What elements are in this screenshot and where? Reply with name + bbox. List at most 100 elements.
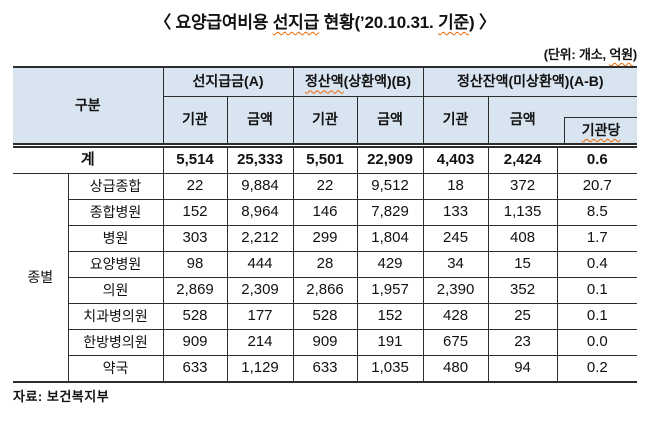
table-cell: 1.7 (556, 225, 638, 252)
title-spellcheck-word-1: 선지급 (272, 13, 320, 32)
table-cell: 2,212 (226, 225, 294, 252)
header-per-institution-cell: 기관당 (557, 96, 638, 148)
title-text-end: ) 〉 (468, 13, 496, 32)
table-cell: 1,135 (487, 199, 558, 226)
table-cell: 0.1 (556, 303, 638, 330)
table-cell: 0.0 (556, 329, 638, 356)
table-cell: 528 (292, 303, 358, 330)
table-cell: 28 (292, 251, 358, 278)
header-group-prepayment: 선지급금(A) (162, 66, 294, 97)
header-amount-c: 금액 (487, 96, 558, 148)
row-label: 병원 (67, 225, 164, 252)
source-note: 자료: 보건복지부 (13, 389, 110, 404)
table-cell: 429 (356, 251, 424, 278)
table-cell: 428 (422, 303, 489, 330)
table-cell: 675 (422, 329, 489, 356)
title-spellcheck-word-2: 기준 (438, 13, 469, 32)
table-cell: 1,035 (356, 355, 424, 383)
table-cell: 299 (292, 225, 358, 252)
table-row: 한방병의원 909 214 909 191 675 23 0.0 (13, 329, 638, 356)
table-row: 의원 2,869 2,309 2,866 1,957 2,390 352 0.1 (13, 277, 638, 304)
header-inst-a: 기관 (162, 96, 228, 148)
total-row: 계 5,514 25,333 5,501 22,909 4,403 2,424 … (13, 145, 638, 174)
row-label: 요양병원 (67, 251, 164, 278)
table-cell: 8,964 (226, 199, 294, 226)
table-row: 요양병원 98 444 28 429 34 15 0.4 (13, 251, 638, 278)
table-cell: 480 (422, 355, 489, 383)
header-inst-c: 기관 (422, 96, 489, 148)
row-label: 종합병원 (67, 199, 164, 226)
table-cell: 303 (162, 225, 228, 252)
table-cell: 152 (356, 303, 424, 330)
table-cell: 20.7 (556, 173, 638, 200)
total-cell: 2,424 (487, 145, 558, 174)
table-cell: 98 (162, 251, 228, 278)
total-cell: 5,514 (162, 145, 228, 174)
unit-note-text-end: ) (632, 47, 637, 62)
table-cell: 1,129 (226, 355, 294, 383)
header-group-settlement-spellcheck: 정산액 (305, 73, 344, 90)
unit-note-spellcheck-word: 억원 (609, 47, 633, 62)
header-gubun: 구분 (13, 66, 164, 148)
table-cell: 7,829 (356, 199, 424, 226)
table-cell: 2,390 (422, 277, 489, 304)
table-cell: 2,866 (292, 277, 358, 304)
total-cell: 25,333 (226, 145, 294, 174)
row-label: 약국 (67, 355, 164, 383)
header-group-settlement: 정산액(상환액)(B) (292, 66, 424, 97)
table-cell: 94 (487, 355, 558, 383)
header-per-institution-label: 기관당 (581, 121, 621, 138)
table-cell: 22 (162, 173, 228, 200)
row-label: 상급종합 (67, 173, 164, 200)
header-group-balance: 정산잔액(미상환액)(A-B) (422, 66, 638, 97)
unit-note-text: (단위: 개소, (543, 47, 610, 62)
table-row: 치과병의원 528 177 528 152 428 25 0.1 (13, 303, 638, 330)
header-inst-b: 기관 (292, 96, 358, 148)
table-cell: 133 (422, 199, 489, 226)
total-cell: 4,403 (422, 145, 489, 174)
table-cell: 152 (162, 199, 228, 226)
table-cell: 214 (226, 329, 294, 356)
table-row: 종별 상급종합 22 9,884 22 9,512 18 372 20.7 (13, 173, 638, 383)
table-cell: 0.2 (556, 355, 638, 383)
table-cell: 2,309 (226, 277, 294, 304)
total-cell: 0.6 (556, 145, 638, 174)
table-cell: 528 (162, 303, 228, 330)
table-cell: 0.4 (556, 251, 638, 278)
table-cell: 15 (487, 251, 558, 278)
row-label: 치과병의원 (67, 303, 164, 330)
header-amount-b: 금액 (356, 96, 424, 148)
title-text-mid: 현황(’20.10.31. (319, 13, 439, 32)
table-cell: 1,804 (356, 225, 424, 252)
header-per-institution-box: 기관당 (564, 117, 638, 141)
table-cell: 909 (292, 329, 358, 356)
table-cell: 408 (487, 225, 558, 252)
table-row: 종합병원 152 8,964 146 7,829 133 1,135 8.5 (13, 199, 638, 226)
total-row-label: 계 (13, 145, 164, 174)
total-cell: 22,909 (356, 145, 424, 174)
table-cell: 9,884 (226, 173, 294, 200)
table-row: 병원 303 2,212 299 1,804 245 408 1.7 (13, 225, 638, 252)
table-cell: 2,869 (162, 277, 228, 304)
title-text: 〈 요양급여비용 (154, 13, 273, 32)
table-cell: 177 (226, 303, 294, 330)
table-cell: 25 (487, 303, 558, 330)
table-cell: 146 (292, 199, 358, 226)
table-cell: 352 (487, 277, 558, 304)
table-cell: 22 (292, 173, 358, 200)
table-cell: 1,957 (356, 277, 424, 304)
row-label: 의원 (67, 277, 164, 304)
unit-note: (단위: 개소, 억원) (0, 44, 637, 63)
table-cell: 191 (356, 329, 424, 356)
row-label: 한방병의원 (67, 329, 164, 356)
table-cell: 9,512 (356, 173, 424, 200)
header-row-groups: 구분 선지급금(A) 정산액(상환액)(B) 정산잔액(미상환액)(A-B) (13, 66, 638, 148)
header-group-settlement-rest: (상환액)(B) (343, 73, 412, 90)
page-title: 〈 요양급여비용 선지급 현황(’20.10.31. 기준) 〉 (0, 8, 650, 33)
header-row-subcolumns: 기관 금액 기관 금액 기관 금액 기관당 (13, 96, 638, 148)
table-cell: 633 (292, 355, 358, 383)
table-cell: 18 (422, 173, 489, 200)
table-cell: 245 (422, 225, 489, 252)
table-cell: 34 (422, 251, 489, 278)
